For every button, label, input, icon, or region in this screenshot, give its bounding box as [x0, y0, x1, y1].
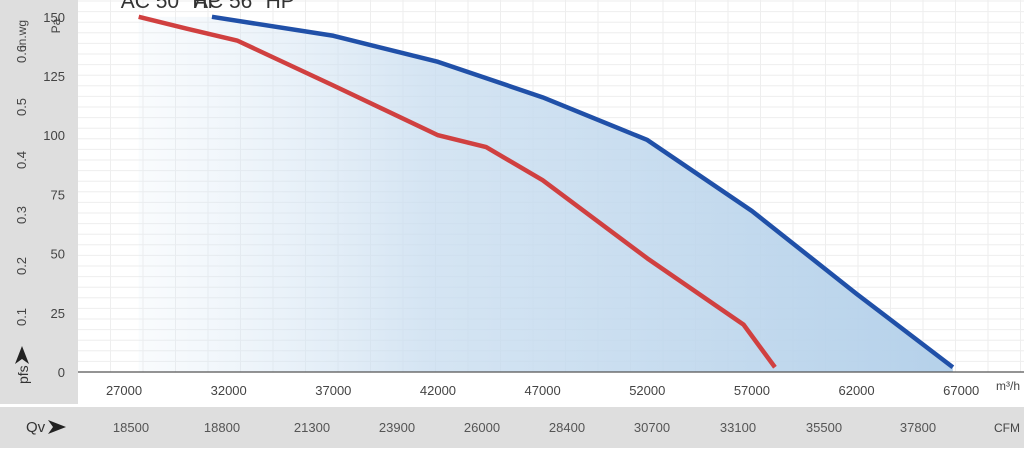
bottom-axis-band: [0, 405, 1024, 448]
x2-tick-label: 37800: [900, 420, 936, 435]
pfs-label: pfs: [15, 365, 31, 384]
x-tick-label: 47000: [525, 383, 561, 398]
x-unit-label: m³/h: [996, 379, 1020, 393]
y-tick-label: 150: [43, 10, 65, 25]
y-tick-label: 125: [43, 69, 65, 84]
series-label-ac56: AC 56" HP: [194, 0, 295, 13]
x-tick-label: 27000: [106, 383, 142, 398]
y2-tick-label: 0.4: [14, 151, 29, 169]
x2-unit-label: CFM: [994, 421, 1020, 435]
y2-tick-label: 0.5: [14, 98, 29, 116]
y-tick-label: 50: [51, 247, 65, 262]
x2-tick-label: 18800: [204, 420, 240, 435]
y-tick-label: 25: [51, 306, 65, 321]
pfs-arrow-icon: [15, 346, 29, 364]
x2-tick-label: 18500: [113, 420, 149, 435]
x2-tick-label: 35500: [806, 420, 842, 435]
x2-tick-label: 21300: [294, 420, 330, 435]
x-tick-label: 62000: [838, 383, 874, 398]
y-tick-label: 0: [58, 365, 65, 380]
x-tick-label: 37000: [315, 383, 351, 398]
x-tick-label: 52000: [629, 383, 665, 398]
x-tick-label: 32000: [211, 383, 247, 398]
area-under-curve: [138, 16, 953, 372]
series-line-ac50: [138, 14, 777, 369]
x2-tick-label: 23900: [379, 420, 415, 435]
y-tick-label: 100: [43, 128, 65, 143]
tick-labels: 27000 32000 37000 42000 47000 52000 57000 62000…: [14, 10, 979, 435]
y2-unit-label: in.wg: [15, 20, 29, 48]
x-tick-label: 67000: [943, 383, 979, 398]
area-fill: [138, 16, 953, 372]
qv-label: Qv: [26, 419, 46, 436]
x2-tick-label: 33100: [720, 420, 756, 435]
y2-tick-label: 0.1: [14, 308, 29, 326]
series-line-ac56: [211, 14, 955, 370]
x2-tick-label: 30700: [634, 420, 670, 435]
left-axis-band: [0, 0, 78, 405]
qv-arrow-icon: [48, 420, 66, 434]
x-tick-label: 42000: [420, 383, 456, 398]
y2-tick-label: 0.6: [14, 45, 29, 63]
y2-tick-label: 0.2: [14, 257, 29, 275]
x2-tick-label: 28400: [549, 420, 585, 435]
y-unit-label: Pa: [49, 18, 63, 33]
x2-tick-label: 26000: [464, 420, 500, 435]
series-label-ac50: AC 50" HP: [121, 0, 222, 13]
y2-tick-label: 0.3: [14, 206, 29, 224]
y-tick-label: 75: [51, 187, 65, 202]
x-tick-label: 57000: [734, 383, 770, 398]
